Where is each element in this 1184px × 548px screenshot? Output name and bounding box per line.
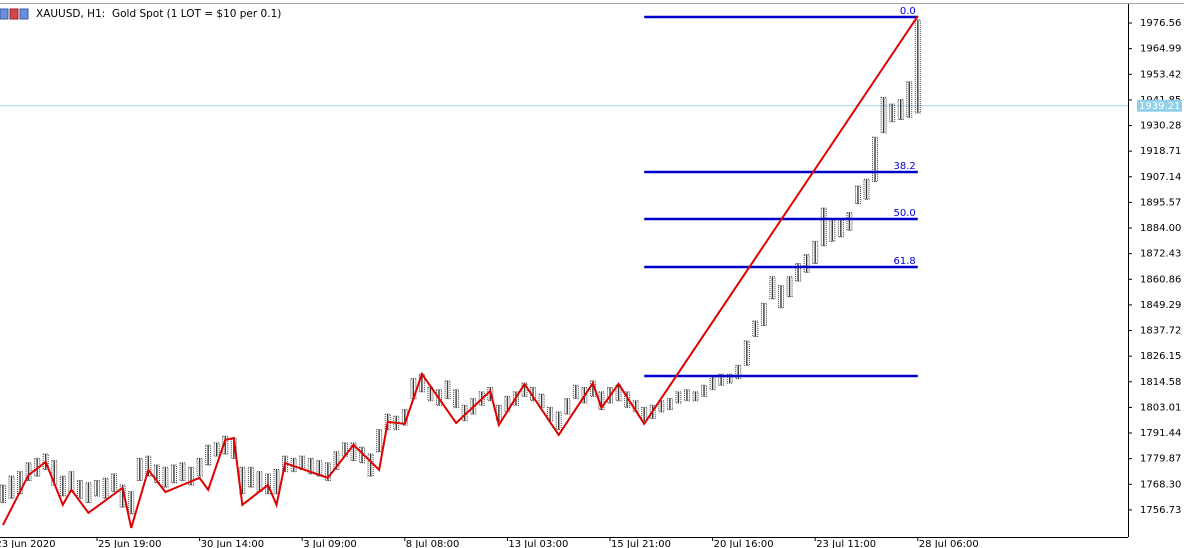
fib-label: 0.0: [900, 6, 916, 17]
fib-label: 50.0: [894, 208, 916, 219]
y-tick-label: 1826.15: [1140, 351, 1181, 362]
fib-label: 61.8: [894, 256, 916, 267]
y-tick-label: 1756.73: [1140, 505, 1181, 516]
icon: [19, 8, 29, 20]
y-tick-label: 1884.00: [1140, 223, 1181, 234]
y-tick-label: 1791.44: [1140, 428, 1181, 439]
x-tick-label: 23 Jun 2020: [0, 539, 56, 548]
zigzag-line: [2, 15, 919, 529]
y-tick-label: 1803.01: [1140, 402, 1181, 413]
y-tick-label: 1964.99: [1140, 44, 1181, 55]
current-price-label: 1939.21: [1139, 101, 1180, 112]
x-tick-label: 20 Jul 16:00: [714, 539, 774, 548]
y-tick-label: 1918.71: [1140, 146, 1181, 157]
y-tick-label: 1779.87: [1140, 454, 1181, 465]
y-tick-label: 1768.30: [1140, 479, 1181, 490]
x-tick-label: 3 Jul 09:00: [303, 539, 357, 548]
chart-title: XAUUSD, H1: Gold Spot (1 LOT = $10 per 0…: [36, 8, 281, 20]
x-tick-label: 28 Jul 06:00: [919, 539, 979, 548]
x-tick-label: 8 Jul 08:00: [406, 539, 460, 548]
x-tick-label: 15 Jul 21:00: [611, 539, 671, 548]
x-tick-label: 13 Jul 03:00: [508, 539, 568, 548]
y-tick-label: 1837.72: [1140, 326, 1181, 337]
y-tick-label: 1872.43: [1140, 249, 1181, 260]
fib-label: 38.2: [894, 161, 916, 172]
y-tick-label: 1895.57: [1140, 197, 1181, 208]
y-tick-label: 1849.29: [1140, 300, 1181, 311]
y-tick-label: 1976.56: [1140, 18, 1181, 29]
plot-area: 0.0 38.2 50.0 61.8: [0, 6, 1128, 529]
y-tick-label: 1953.42: [1140, 69, 1181, 80]
y-tick-label: 1860.86: [1140, 274, 1181, 285]
x-tick-label: 23 Jul 11:00: [816, 539, 876, 548]
y-tick-label: 1907.14: [1140, 172, 1181, 183]
y-tick-label: 1930.28: [1140, 121, 1181, 132]
icon: [0, 8, 9, 20]
icon: [9, 8, 19, 20]
x-tick-label: 30 Jun 14:00: [201, 539, 265, 548]
symbol-icons: [0, 8, 29, 20]
y-tick-label: 1814.58: [1140, 377, 1181, 388]
x-tick-label: 25 Jun 19:00: [98, 539, 162, 548]
current-price-box: [1137, 99, 1182, 112]
